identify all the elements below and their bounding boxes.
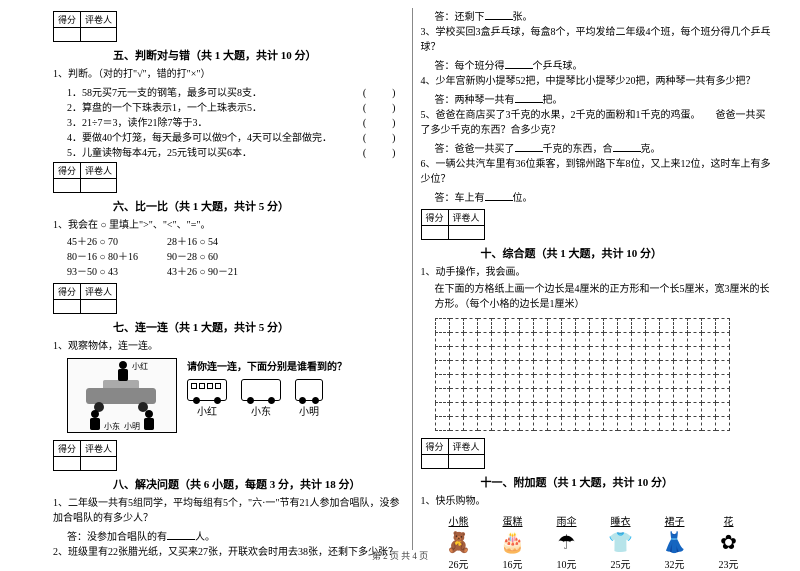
score-box-11: 得分评卷人 bbox=[421, 438, 485, 469]
compare-row: 93－50 ○ 4343＋26 ○ 90－21 bbox=[53, 265, 404, 280]
shopping-items: 小熊🧸26元蛋糕🎂16元雨伞☂10元睡衣👕25元裙子👗32元花✿23元 bbox=[421, 513, 773, 571]
view-item: 小红 bbox=[187, 379, 227, 418]
blank bbox=[485, 190, 513, 201]
shop-item: 小熊🧸26元 bbox=[435, 513, 483, 571]
section-7-title: 七、连一连（共 1 大题，共计 5 分） bbox=[53, 319, 404, 335]
shop-item: 蛋糕🎂16元 bbox=[489, 513, 537, 571]
q8-5: 5、爸爸在商店买了3千克的水果，2千克的面粉和1千克的鸡蛋。 爸爸一共买了多少千… bbox=[421, 108, 773, 138]
shop-item: 雨伞☂10元 bbox=[543, 513, 591, 571]
scene-picture: 小红 小东 小明 bbox=[67, 358, 177, 433]
judge-label: 评卷人 bbox=[81, 12, 117, 28]
blank bbox=[485, 9, 513, 20]
kid-br-icon bbox=[142, 410, 156, 430]
q8-4: 4、少年宫新购小提琴52把，中提琴比小提琴少20把，两种琴一共有多少把？ bbox=[421, 74, 773, 89]
page-footer: 第 2 页 共 4 页 bbox=[0, 549, 800, 562]
tf-item: 1．58元买7元一支的钢笔，最多可以买8支．( ) bbox=[53, 84, 404, 99]
section-10-title: 十、综合题（共 1 大题，共计 10 分） bbox=[421, 245, 773, 261]
exam-page: 得分评卷人 五、判断对与错（共 1 大题，共计 10 分） 1、判断。（对的打"… bbox=[0, 0, 800, 565]
bus-side2-icon bbox=[241, 379, 281, 401]
view-item: 小明 bbox=[295, 379, 323, 418]
tf-bracket: ( ) bbox=[344, 99, 404, 114]
views-title: 请你连一连，下面分别是谁看到的？ bbox=[187, 358, 347, 373]
q5-intro: 1、判断。（对的打"√"，错的打"×"） bbox=[53, 67, 404, 82]
item-name: 雨伞 bbox=[543, 513, 591, 528]
score-box-6: 得分评卷人 bbox=[53, 162, 117, 193]
section-11-title: 十一、附加题（共 1 大题，共计 10 分） bbox=[421, 474, 773, 490]
blank bbox=[613, 141, 641, 152]
tf-bracket: ( ) bbox=[344, 129, 404, 144]
item-name: 睡衣 bbox=[597, 513, 645, 528]
shop-item: 裙子👗32元 bbox=[651, 513, 699, 571]
item-name: 裙子 bbox=[651, 513, 699, 528]
tf-bracket: ( ) bbox=[344, 144, 404, 159]
tf-item: 5．儿童读物每本4元，25元钱可以买6本．( ) bbox=[53, 144, 404, 159]
tf-bracket: ( ) bbox=[344, 84, 404, 99]
right-column: 答：还剩下张。 3、学校买回3盒乒乓球，每盒8个，平均发给二年级4个班，每个班分… bbox=[413, 8, 781, 550]
item-name: 小熊 bbox=[435, 513, 483, 528]
q10-desc: 在下面的方格纸上画一个边长是4厘米的正方形和一个长5厘米，宽3厘米的长方形。（每… bbox=[421, 282, 773, 312]
answer-line: 答：两种琴一共有把。 bbox=[421, 91, 773, 106]
kid-bl-icon bbox=[88, 410, 102, 430]
connect-figure: 小红 小东 小明 请你连一连，下面分别是谁看到的？ 小红 小东 小明 bbox=[67, 358, 404, 433]
tf-item: 2．算盘的一个下珠表示1，一个上珠表示5．( ) bbox=[53, 99, 404, 114]
answer-line: 答：爸爸一共买了千克的东西，合克。 bbox=[421, 140, 773, 155]
kid-top-icon bbox=[116, 361, 130, 381]
shop-item: 睡衣👕25元 bbox=[597, 513, 645, 571]
section-5-title: 五、判断对与错（共 1 大题，共计 10 分） bbox=[53, 47, 404, 63]
car-icon bbox=[86, 384, 156, 410]
q8-6: 6、一辆公共汽车里有36位乘客，到锦州路下车8位，又上来12位，这时车上有多少位… bbox=[421, 157, 773, 187]
blank bbox=[167, 529, 195, 540]
tf-bracket: ( ) bbox=[344, 114, 404, 129]
answer-line: 答：车上有位。 bbox=[421, 189, 773, 204]
q8-1: 1、二年级一共有5组同学，平均每组有5个，"六·一"节有21人参加合唱队，没参加… bbox=[53, 496, 404, 526]
views-panel: 请你连一连，下面分别是谁看到的？ 小红 小东 小明 bbox=[187, 358, 347, 418]
tf-item: 3．21÷7＝3，读作21除7等于3．( ) bbox=[53, 114, 404, 129]
grid-paper bbox=[435, 318, 773, 431]
item-name: 蛋糕 bbox=[489, 513, 537, 528]
bus-side-icon bbox=[187, 379, 227, 401]
score-box-10: 得分评卷人 bbox=[421, 209, 485, 240]
q11-intro: 1、快乐购物。 bbox=[421, 494, 773, 509]
score-box-7: 得分评卷人 bbox=[53, 283, 117, 314]
q7-intro: 1、观察物体，连一连。 bbox=[53, 339, 404, 354]
section-6-title: 六、比一比（共 1 大题，共计 5 分） bbox=[53, 198, 404, 214]
answer-line: 答：没参加合唱队的有人。 bbox=[53, 528, 404, 543]
score-box-8: 得分评卷人 bbox=[53, 440, 117, 471]
section-8-title: 八、解决问题（共 6 小题，每题 3 分，共计 18 分） bbox=[53, 476, 404, 492]
q8-3: 3、学校买回3盒乒乓球，每盒8个，平均发给二年级4个班，每个班分得几个乒乓球？ bbox=[421, 25, 773, 55]
score-label: 得分 bbox=[54, 12, 81, 28]
compare-row: 80－16 ○ 80＋1690－28 ○ 60 bbox=[53, 250, 404, 265]
left-column: 得分评卷人 五、判断对与错（共 1 大题，共计 10 分） 1、判断。（对的打"… bbox=[45, 8, 413, 550]
blank bbox=[515, 141, 543, 152]
answer-line: 答：每个班分得个乒乓球。 bbox=[421, 57, 773, 72]
item-name: 花 bbox=[705, 513, 753, 528]
shop-item: 花✿23元 bbox=[705, 513, 753, 571]
blank bbox=[505, 58, 533, 69]
q6-intro: 1、我会在 ○ 里填上">"、"<"、"="。 bbox=[53, 218, 404, 233]
score-box-5: 得分评卷人 bbox=[53, 11, 117, 42]
blank bbox=[515, 92, 543, 103]
view-item: 小东 bbox=[241, 379, 281, 418]
q10-intro: 1、动手操作，我会画。 bbox=[421, 265, 773, 280]
compare-row: 45＋26 ○ 7028＋16 ○ 54 bbox=[53, 235, 404, 250]
answer-line: 答：还剩下张。 bbox=[421, 8, 773, 23]
bus-front-icon bbox=[295, 379, 323, 401]
tf-item: 4．要做40个灯笼，每天最多可以做9个，4天可以全部做完．( ) bbox=[53, 129, 404, 144]
